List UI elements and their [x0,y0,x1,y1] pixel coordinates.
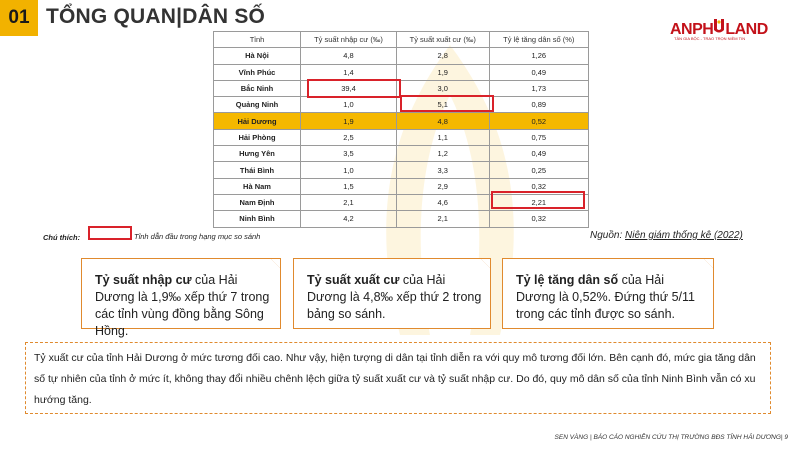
legend-label: Chú thích: [43,233,81,242]
cell-province: Hà Nam [213,177,301,195]
cell-province: Hải Dương [213,112,301,130]
cell-value: 0,49 [488,63,590,81]
logo-tagline: TÂN GIA BỘC - TRAO TRỌN NIỀM TIN [674,36,746,41]
cell-province: Thái Bình [213,161,301,179]
table-row-highlighted: Hải Dương 1,9 4,8 0,52 [213,112,590,130]
emigration-card: Tỷ suất xuất cư của Hải Dương là 4,8‰ xế… [293,258,491,329]
population-table: Tỉnh Tỷ suất nhập cư (‰) Tỷ suất xuất cư… [213,30,590,228]
summary-box: Tỷ xuất cư của tỉnh Hải Dương ở mức tươn… [25,342,771,414]
cell-value: 4,2 [300,210,397,228]
cell-value: 1,9 [300,112,397,130]
cell-value: 4,8 [396,112,490,130]
table-row: Hưng Yên 3,5 1,2 0,49 [213,145,590,163]
card-text: của Hải Dương là 1,9‰ xếp thứ 7 trong cá… [95,273,270,338]
page-footer: SEN VÀNG | BÁO CÁO NGHIÊN CỨU THỊ TRƯỜNG… [554,434,788,441]
cell-value: 1,73 [488,79,590,98]
cell-value: 2,1 [396,210,490,228]
cell-value: 2,9 [396,177,490,195]
cell-province: Vĩnh Phúc [213,63,301,81]
card-bold-text: Tỷ suất nhập cư [95,273,192,287]
cell-value: 3,3 [396,161,490,179]
cell-value: 1,4 [300,63,397,81]
growth-card: Tỷ lệ tăng dân số của Hải Dương là 0,52%… [502,258,714,329]
page-title: TỔNG QUAN|DÂN SỐ [46,5,266,28]
logo-symbol-icon [714,19,725,33]
col-header-growth: Tỷ lệ tăng dân số (%) [488,30,590,49]
table-row: Vĩnh Phúc 1,4 1,9 0,49 [213,63,590,81]
cell-value: 1,5 [300,177,397,195]
card-bold-text: Tỷ suất xuất cư [307,273,400,287]
cell-value: 1,26 [488,47,590,65]
cell-value: 2,1 [300,193,397,212]
table-row: Quảng Ninh 1,0 5,1 0,89 [213,96,590,114]
leader-box-immigration [307,79,401,98]
cell-value: 0,89 [488,96,590,114]
brand-logo: ANPH LAND TÂN GIA BỘC - TRAO TRỌN NIỀM T… [670,14,780,42]
cell-value: 0,49 [488,145,590,163]
legend-text: Tỉnh dẫn đầu trong hạng mục so sánh [134,232,261,241]
cell-province: Bắc Ninh [213,79,301,98]
table-row: Thái Bình 1,0 3,3 0,25 [213,161,590,179]
cell-province: Hải Phòng [213,128,301,147]
table-header-row: Tỉnh Tỷ suất nhập cư (‰) Tỷ suất xuất cư… [213,30,590,49]
cell-value: 0,75 [488,128,590,147]
cell-value: 1,2 [396,145,490,163]
cell-value: 3,5 [300,145,397,163]
cell-value: 4,8 [300,47,397,65]
legend-swatch [88,226,132,240]
table-row: Hà Nội 4,8 2,8 1,26 [213,47,590,65]
cell-value: 0,32 [488,210,590,228]
col-header-immigration: Tỷ suất nhập cư (‰) [300,30,397,49]
cell-value: 1,0 [300,96,397,114]
cell-province: Ninh Bình [213,210,301,228]
cell-value: 1,0 [300,161,397,179]
cell-province: Quảng Ninh [213,96,301,114]
immigration-card: Tỷ suất nhập cư của Hải Dương là 1,9‰ xế… [81,258,281,338]
cell-value: 4,6 [396,193,490,212]
card-text: của Hải Dương là 4,8‰ xếp thứ 2 trong bả… [307,273,482,321]
cell-value: 0,52 [488,112,590,130]
cell-value: 1,9 [396,63,490,81]
source-link[interactable]: Niên giám thống kê (2022) [625,230,743,241]
col-header-province: Tỉnh [213,30,301,49]
table-row: Ninh Bình 4,2 2,1 0,32 [213,210,590,228]
cell-province: Nam Định [213,193,301,212]
cell-value: 2,5 [300,128,397,147]
cell-value: 2,8 [396,47,490,65]
cell-province: Hưng Yên [213,145,301,163]
source-note: Nguồn: Niên giám thống kê (2022) [590,230,743,241]
section-number: 01 [0,0,38,36]
card-bold-text: Tỷ lệ tăng dân số [516,273,619,287]
card-text: của Hải Dương là 0,52%. Đứng thứ 5/11 tr… [516,273,695,321]
leader-box-growth [491,191,585,209]
table-row: Bắc Ninh 39,4 3,0 1,73 [213,79,590,98]
cell-value: 0,25 [488,161,590,179]
cell-province: Hà Nội [213,47,301,65]
leader-box-emigration [400,95,494,112]
cell-value: 1,1 [396,128,490,147]
logo-wordmark: ANPH LAND [670,19,768,38]
table-row: Hải Phòng 2,5 1,1 0,75 [213,128,590,147]
col-header-emigration: Tỷ suất xuất cư (‰) [396,30,490,49]
source-label: Nguồn: [590,230,623,241]
